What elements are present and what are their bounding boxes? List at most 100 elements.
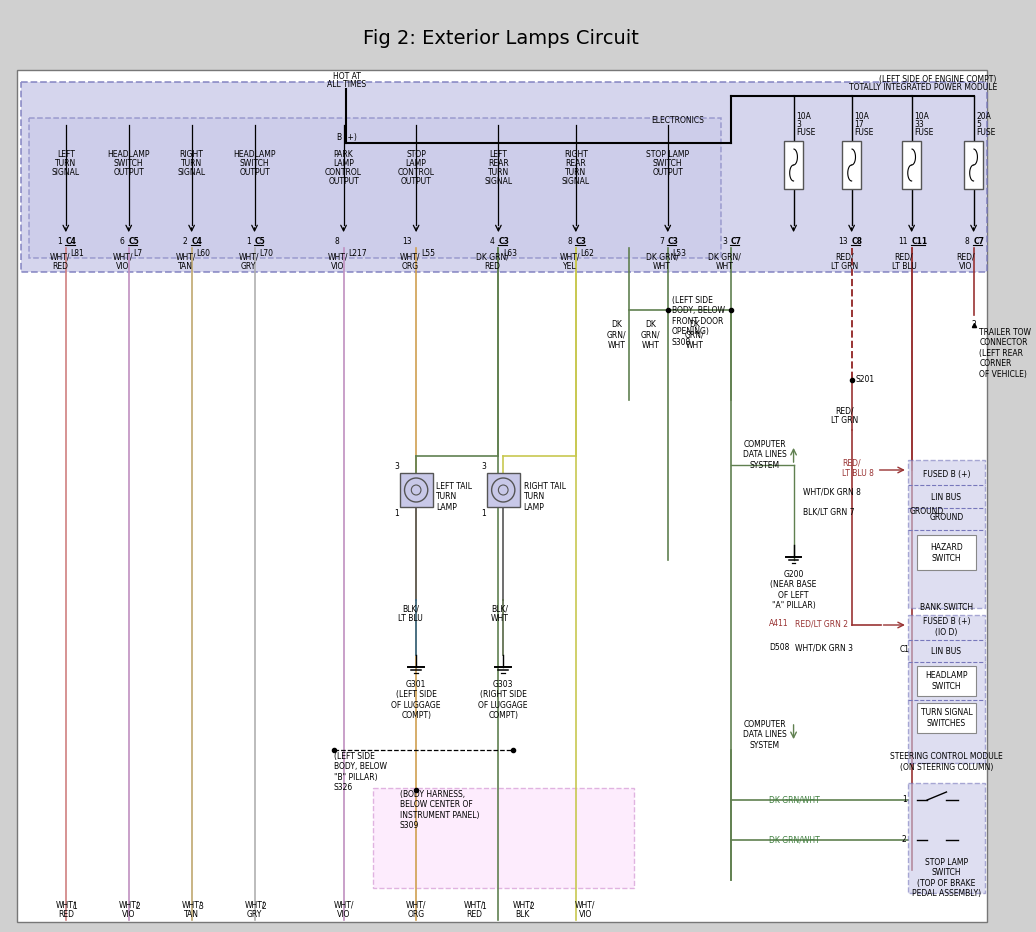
Text: L81: L81 — [70, 249, 84, 258]
Text: STEERING CONTROL MODULE
(ON STEERING COLUMN): STEERING CONTROL MODULE (ON STEERING COL… — [890, 752, 1003, 772]
Text: WHT/
VIO: WHT/ VIO — [334, 900, 354, 919]
Text: TURN: TURN — [488, 168, 509, 177]
Text: WHT/
RED: WHT/ RED — [50, 252, 70, 271]
Bar — [784, 141, 803, 189]
Bar — [373, 788, 634, 888]
Text: 2: 2 — [183, 238, 188, 246]
Text: COMPUTER
DATA LINES
SYSTEM: COMPUTER DATA LINES SYSTEM — [743, 720, 786, 750]
Bar — [908, 615, 985, 763]
Text: 1: 1 — [246, 238, 251, 246]
Text: 3: 3 — [722, 238, 727, 246]
Text: L70: L70 — [259, 249, 274, 258]
Text: HEADLAMP: HEADLAMP — [108, 150, 150, 159]
Text: (LEFT SIDE
BODY, BELOW
FRONT DOOR
OPENING)
S308: (LEFT SIDE BODY, BELOW FRONT DOOR OPENIN… — [671, 296, 724, 347]
Text: WHT/
VIO: WHT/ VIO — [575, 900, 596, 919]
Text: C5: C5 — [255, 238, 265, 246]
Text: 1: 1 — [395, 509, 399, 518]
Text: G301
(LEFT SIDE
OF LUGGAGE
COMPT): G301 (LEFT SIDE OF LUGGAGE COMPT) — [392, 680, 441, 720]
Text: B (+): B (+) — [337, 133, 356, 142]
Text: 1: 1 — [902, 796, 906, 804]
Text: RED/LT GRN 2: RED/LT GRN 2 — [796, 620, 848, 628]
Text: G200
(NEAR BASE
OF LEFT
"A" PILLAR): G200 (NEAR BASE OF LEFT "A" PILLAR) — [771, 570, 816, 610]
Text: S201: S201 — [856, 376, 874, 385]
Bar — [902, 141, 921, 189]
Text: WHT/
TAN: WHT/ TAN — [175, 252, 196, 271]
Text: LEFT: LEFT — [489, 150, 508, 159]
Text: L63: L63 — [503, 249, 517, 258]
Bar — [908, 783, 985, 893]
Text: (LEFT SIDE
BODY, BELOW
"B" PILLAR)
S326: (LEFT SIDE BODY, BELOW "B" PILLAR) S326 — [334, 752, 386, 792]
Text: LEFT: LEFT — [57, 150, 75, 159]
Text: FUSE: FUSE — [797, 128, 815, 137]
Text: DK GRN/
RED: DK GRN/ RED — [477, 252, 509, 271]
Text: WHT/
VIO: WHT/ VIO — [327, 252, 348, 271]
Text: OUTPUT: OUTPUT — [239, 168, 270, 177]
Text: RIGHT: RIGHT — [564, 150, 587, 159]
Text: 2: 2 — [261, 902, 266, 911]
Text: LAMP: LAMP — [334, 159, 354, 168]
Text: C1: C1 — [900, 646, 910, 654]
Bar — [908, 460, 985, 608]
Text: STOP LAMP: STOP LAMP — [646, 150, 689, 159]
Text: REAR: REAR — [566, 159, 586, 168]
Text: C7: C7 — [730, 238, 742, 246]
Bar — [963, 141, 983, 189]
Text: (BODY HARNESS,
BELOW CENTER OF
INSTRUMENT PANEL)
S309: (BODY HARNESS, BELOW CENTER OF INSTRUMEN… — [400, 790, 480, 830]
Text: FUSED B (+): FUSED B (+) — [923, 471, 971, 479]
Text: 10A: 10A — [855, 112, 869, 121]
Text: 1: 1 — [73, 902, 78, 911]
Text: 3: 3 — [198, 902, 203, 911]
Text: CONTROL: CONTROL — [325, 168, 362, 177]
Text: WHT/
VIO: WHT/ VIO — [113, 252, 134, 271]
Text: RED/
LT BLU 8: RED/ LT BLU 8 — [842, 459, 873, 478]
Text: 11: 11 — [898, 238, 908, 246]
Text: LEFT TAIL
TURN
LAMP: LEFT TAIL TURN LAMP — [436, 482, 472, 512]
Text: WHT/DK GRN 8: WHT/DK GRN 8 — [803, 487, 861, 497]
Text: STOP LAMP
SWITCH
(TOP OF BRAKE
PEDAL ASSEMBLY): STOP LAMP SWITCH (TOP OF BRAKE PEDAL ASS… — [912, 858, 981, 898]
Text: FUSE: FUSE — [977, 128, 996, 137]
Text: (LEFT SIDE OF ENGINE COMPT): (LEFT SIDE OF ENGINE COMPT) — [880, 75, 997, 84]
Text: BANK SWITCH: BANK SWITCH — [920, 602, 973, 611]
Text: ALL TIMES: ALL TIMES — [327, 80, 366, 89]
Text: 8: 8 — [965, 238, 970, 246]
Text: WHT/
RED: WHT/ RED — [464, 900, 485, 919]
Bar — [918, 666, 976, 696]
Text: COMPUTER
DATA LINES
SYSTEM: COMPUTER DATA LINES SYSTEM — [743, 440, 786, 470]
Text: TURN: TURN — [55, 159, 77, 168]
Text: TURN: TURN — [566, 168, 586, 177]
Text: LIN BUS: LIN BUS — [931, 647, 961, 655]
Text: WHT/
BLK: WHT/ BLK — [513, 900, 533, 919]
Text: SIGNAL: SIGNAL — [177, 168, 206, 177]
Text: 6: 6 — [120, 238, 125, 246]
Text: 2: 2 — [902, 835, 906, 844]
Text: RED/
VIO: RED/ VIO — [956, 252, 975, 271]
Text: 3: 3 — [395, 462, 399, 471]
Text: 8: 8 — [335, 238, 340, 246]
Text: RIGHT: RIGHT — [179, 150, 203, 159]
Text: FUSE: FUSE — [855, 128, 874, 137]
Text: 3: 3 — [482, 462, 486, 471]
Bar — [918, 703, 976, 733]
Text: 10A: 10A — [915, 112, 929, 121]
Text: FUSED B (+)
(IO D): FUSED B (+) (IO D) — [923, 617, 971, 637]
Text: WHT/
YEL: WHT/ YEL — [559, 252, 580, 271]
Bar — [842, 141, 861, 189]
Text: DK GRN/WHT: DK GRN/WHT — [770, 835, 821, 844]
Text: BLK/LT GRN 7: BLK/LT GRN 7 — [803, 508, 855, 516]
Text: 10A: 10A — [797, 112, 811, 121]
Text: 2: 2 — [136, 902, 140, 911]
Text: SIGNAL: SIGNAL — [562, 177, 589, 186]
Text: GROUND: GROUND — [910, 508, 944, 516]
Text: G303
(RIGHT SIDE
OF LUGGAGE
COMPT): G303 (RIGHT SIDE OF LUGGAGE COMPT) — [479, 680, 528, 720]
Text: 4: 4 — [490, 238, 494, 246]
Text: OUTPUT: OUTPUT — [401, 177, 432, 186]
Text: TURN SIGNAL
SWITCHES: TURN SIGNAL SWITCHES — [921, 708, 973, 728]
Text: DK
GRN/
WHT: DK GRN/ WHT — [640, 320, 660, 350]
Text: RIGHT TAIL
TURN
LAMP: RIGHT TAIL TURN LAMP — [523, 482, 566, 512]
Text: STOP: STOP — [406, 150, 426, 159]
Bar — [400, 473, 433, 507]
Text: 20A: 20A — [977, 112, 991, 121]
Text: TRAILER TOW
CONNECTOR
(LEFT REAR
CORNER
OF VEHICLE): TRAILER TOW CONNECTOR (LEFT REAR CORNER … — [979, 328, 1032, 378]
Text: 17: 17 — [855, 120, 864, 129]
Text: 33: 33 — [915, 120, 924, 129]
